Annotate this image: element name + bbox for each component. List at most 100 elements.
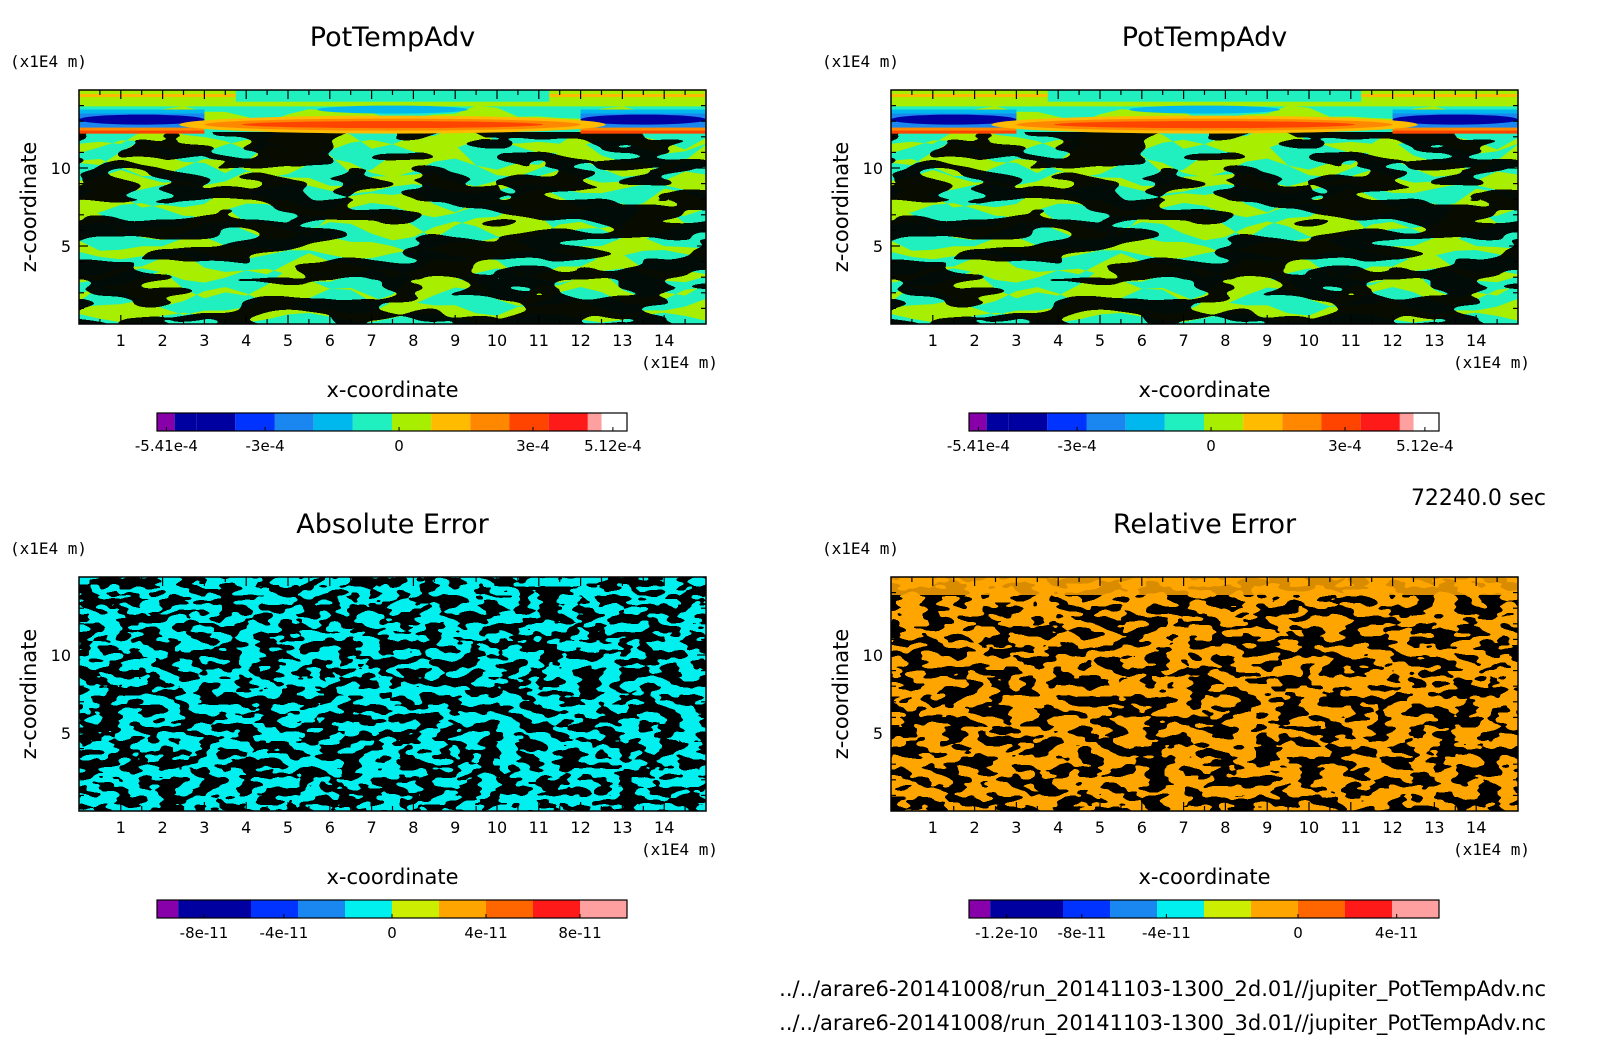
colorbar-swatch — [1157, 900, 1204, 918]
chart-title: Relative Error — [1113, 509, 1297, 540]
y-tick-label: 5 — [61, 724, 71, 743]
colorbar-swatch — [392, 900, 439, 918]
field-patches — [79, 132, 706, 324]
colorbar-swatch — [1008, 413, 1048, 431]
colorbar-swatch — [509, 413, 549, 431]
colorbar-swatch — [178, 900, 204, 918]
x-tick-label: 4 — [1053, 818, 1063, 837]
colorbar-swatch — [986, 413, 1009, 431]
x-axis-unit: (x1E4 m) — [641, 353, 718, 372]
x-tick-label: 11 — [1341, 331, 1361, 350]
top-layer — [891, 577, 1518, 595]
colorbar-swatch — [1086, 413, 1126, 431]
plot-area — [891, 90, 1518, 324]
x-tick-label: 9 — [450, 331, 460, 350]
file-path-line-1: ../../arare6-20141008/run_20141103-1300_… — [779, 977, 1546, 1002]
colorbar-swatch — [533, 900, 580, 918]
colorbar-tick-label: 0 — [1206, 437, 1216, 455]
x-tick-label: 3 — [199, 331, 209, 350]
colorbar-swatch — [157, 900, 179, 918]
colorbar-tick-label: -3e-4 — [1058, 437, 1097, 455]
chart-panel-2: PotTempAdv(x1E4 m)1 2 3 4 5 6 7 8 9 10 11 12 13 14510… — [822, 22, 1530, 455]
x-tick-label: 9 — [450, 818, 460, 837]
x-tick-label: 10 — [1299, 818, 1319, 837]
y-tick-label: 5 — [61, 237, 71, 256]
file-path-line-2: ../../arare6-20141008/run_20141103-1300_… — [779, 1011, 1546, 1036]
x-tick-label: 7 — [1179, 331, 1189, 350]
x-tick-label: 1 — [116, 818, 126, 837]
y-tick-label: 10 — [863, 646, 883, 665]
colorbar-swatch — [1016, 900, 1063, 918]
y-axis-unit: (x1E4 m) — [10, 539, 87, 558]
colorbar-swatch — [587, 413, 602, 431]
y-tick-label: 5 — [873, 237, 883, 256]
colorbar-swatch — [486, 900, 533, 918]
colorbar-tick-label: 0 — [387, 924, 397, 942]
chart-panel-4: Relative Error(x1E4 m)1 2 3 4 5 6 7 8 9 10 11 12 13 1… — [822, 509, 1530, 942]
colorbar-tick-label: 3e-4 — [516, 437, 550, 455]
y-axis-unit: (x1E4 m) — [822, 52, 899, 71]
colorbar-swatch — [352, 413, 392, 431]
colorbar-swatch — [1360, 413, 1400, 431]
colorbar-swatch — [251, 900, 298, 918]
x-axis-label: x-coordinate — [1138, 378, 1270, 402]
colorbar-swatch — [157, 413, 175, 431]
x-tick-label: 5 — [283, 331, 293, 350]
x-tick-label: 6 — [1137, 331, 1147, 350]
colorbar-swatch — [1125, 413, 1165, 431]
y-axis-label: z-coordinate — [829, 142, 853, 273]
x-tick-label: 7 — [1179, 818, 1189, 837]
x-tick-label: 8 — [1220, 818, 1230, 837]
y-tick-label: 10 — [51, 646, 71, 665]
colorbar-tick-label: 5.12e-4 — [584, 437, 642, 455]
colorbar-swatch — [548, 413, 588, 431]
colorbar-swatch — [174, 413, 197, 431]
colorbar-swatch — [1298, 900, 1345, 918]
x-tick-label: 4 — [241, 818, 251, 837]
colorbar-swatch — [196, 413, 236, 431]
colorbar-tick-label: -4e-11 — [260, 924, 309, 942]
colorbar-swatch — [1282, 413, 1322, 431]
x-tick-label: 11 — [1341, 818, 1361, 837]
colorbar-tick-label: -8e-11 — [1057, 924, 1106, 942]
colorbar-tick-label: 4e-11 — [1375, 924, 1418, 942]
x-tick-label: 12 — [570, 331, 590, 350]
chart-title: PotTempAdv — [310, 22, 476, 53]
colorbar-swatch — [1399, 413, 1414, 431]
chart-title: Absolute Error — [296, 509, 489, 540]
y-axis-unit: (x1E4 m) — [10, 52, 87, 71]
x-tick-label: 5 — [1095, 331, 1105, 350]
chart-panel-1: PotTempAdv(x1E4 m)1 2 3 4 5 6 7 8 9 10 11 12 13 14510… — [10, 22, 718, 455]
y-axis-label: z-coordinate — [17, 629, 41, 760]
x-tick-label: 12 — [1382, 331, 1402, 350]
colorbar-tick-label: 5.12e-4 — [1396, 437, 1454, 455]
x-axis-unit: (x1E4 m) — [641, 840, 718, 859]
x-tick-label: 13 — [1424, 331, 1444, 350]
x-tick-label: 10 — [487, 818, 507, 837]
y-axis-unit: (x1E4 m) — [822, 539, 899, 558]
colorbar-tick-label: 4e-11 — [464, 924, 507, 942]
colorbar-frame — [156, 412, 628, 432]
x-axis-label: x-coordinate — [326, 378, 458, 402]
x-tick-label: 4 — [1053, 331, 1063, 350]
x-tick-label: 13 — [612, 331, 632, 350]
x-tick-label: 3 — [1011, 331, 1021, 350]
colorbar: -5.41e-4 -3e-4 0 3e-4 5.12e-4 — [135, 412, 642, 455]
x-tick-label: 10 — [487, 331, 507, 350]
x-axis-unit: (x1E4 m) — [1453, 840, 1530, 859]
colorbar-swatch — [439, 900, 486, 918]
colorbar-swatch — [298, 900, 345, 918]
colorbar-frame — [968, 899, 1440, 919]
colorbar-swatch — [1243, 413, 1283, 431]
x-tick-label: 9 — [1262, 331, 1272, 350]
x-tick-label: 6 — [325, 331, 335, 350]
x-tick-label: 2 — [158, 331, 168, 350]
x-tick-label: 7 — [367, 331, 377, 350]
colorbar-swatch — [1204, 413, 1244, 431]
x-tick-label: 12 — [570, 818, 590, 837]
colorbar-tick-label: -5.41e-4 — [135, 437, 198, 455]
colorbar-swatch — [1110, 900, 1157, 918]
x-tick-label: 11 — [529, 818, 549, 837]
x-tick-label: 12 — [1382, 818, 1402, 837]
colorbar-swatch — [580, 900, 627, 918]
